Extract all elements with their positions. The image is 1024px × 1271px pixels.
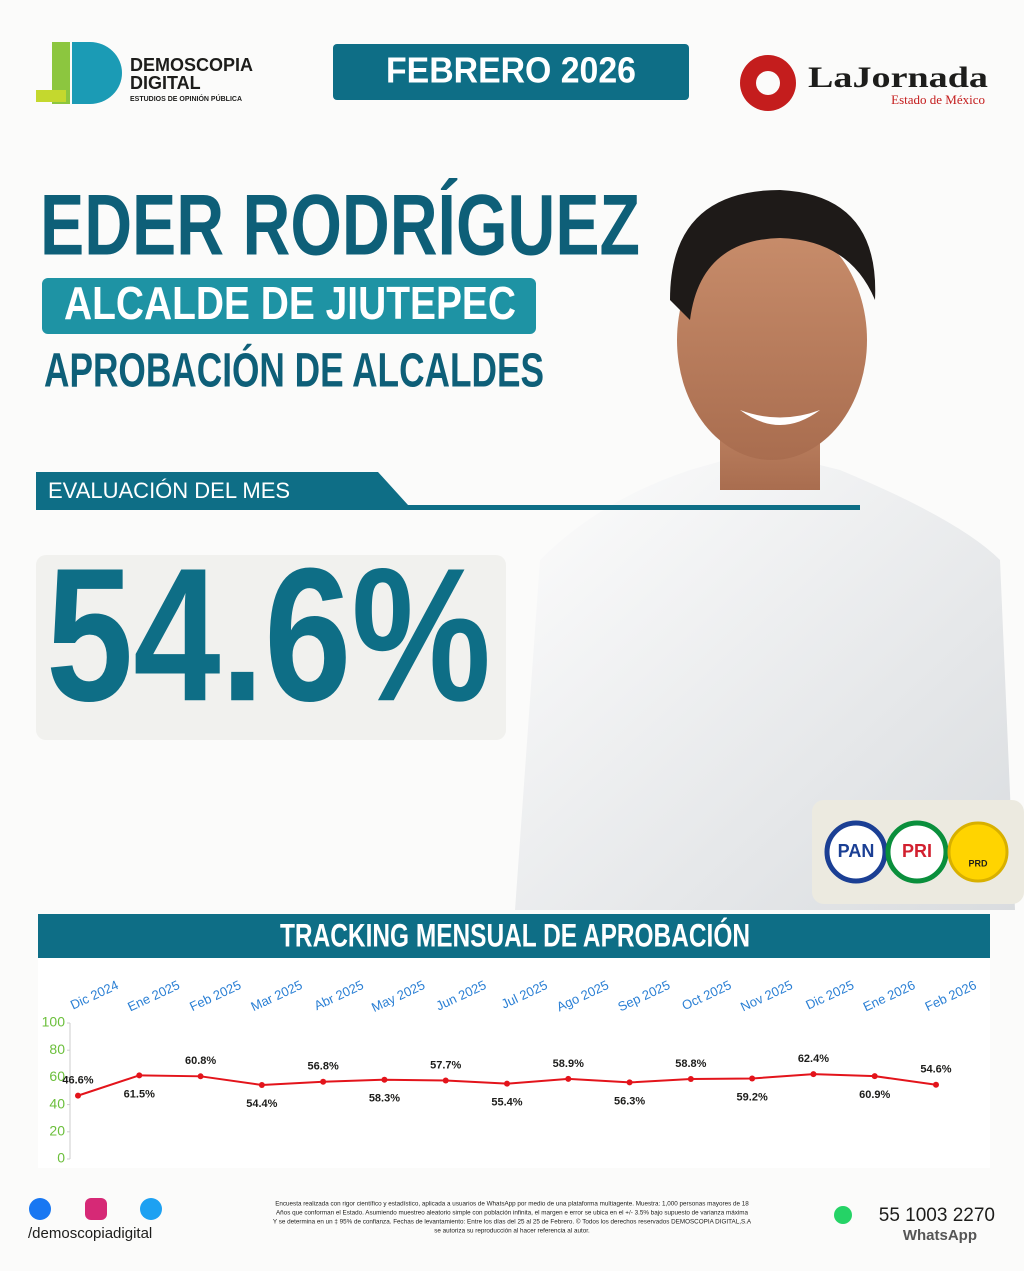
- disclaimer: Encuesta realizada con rigor científico …: [273, 1201, 752, 1235]
- y-tick-label: 60: [49, 1068, 65, 1084]
- point: [504, 1080, 510, 1087]
- y-tick-label: 100: [42, 1014, 66, 1030]
- disclaimer-line: Años que conforman el Estado. Asumiendo …: [276, 1210, 749, 1217]
- disclaimer-line: Y se determina en un ‡ 95% de confianza.…: [273, 1218, 752, 1226]
- point: [749, 1075, 756, 1082]
- subtitle: APROBACIÓN DE ALCALDES: [44, 343, 544, 398]
- point: [197, 1073, 204, 1080]
- point: [810, 1071, 817, 1078]
- disclaimer-line: se autoriza su reproducción al hacer ref…: [434, 1228, 590, 1235]
- phone: 55 1003 2270: [879, 1205, 995, 1226]
- facebook-icon[interactable]: [29, 1198, 51, 1220]
- newspaper-sub: Estado de México: [891, 92, 985, 107]
- point: [626, 1079, 633, 1086]
- newspaper-logo: [756, 71, 780, 95]
- point: [565, 1075, 572, 1082]
- party-logo: [947, 821, 1009, 883]
- data-label: 56.8%: [308, 1061, 339, 1073]
- brand: DEMOSCOPIA: [130, 55, 253, 75]
- role: ALCALDE DE JIUTEPEC: [64, 277, 516, 329]
- party: PRD: [968, 858, 988, 868]
- point: [933, 1081, 939, 1088]
- point: [871, 1073, 878, 1080]
- data-label: 61.5%: [124, 1088, 155, 1100]
- chart-area: [38, 958, 990, 1168]
- evaluation-box: [36, 555, 506, 740]
- party-logo: [824, 820, 888, 884]
- y-tick-label: 0: [57, 1150, 65, 1166]
- data-label: 46.6%: [62, 1075, 93, 1087]
- name: EDER RODRÍGUEZ: [40, 178, 640, 274]
- twitter-icon[interactable]: [140, 1198, 162, 1220]
- point: [381, 1076, 388, 1083]
- data-label: 55.4%: [491, 1097, 522, 1109]
- data-label: 60.8%: [185, 1055, 216, 1067]
- instagram-icon[interactable]: [85, 1198, 107, 1220]
- data-label: 60.9%: [859, 1089, 890, 1101]
- point: [75, 1092, 81, 1099]
- data-label: 57.7%: [430, 1059, 461, 1071]
- point: [687, 1076, 694, 1083]
- party: PRI: [902, 841, 932, 861]
- data-label: 58.8%: [675, 1058, 706, 1070]
- brand: DIGITAL: [130, 73, 201, 93]
- date-box: [333, 44, 689, 100]
- point: [442, 1077, 449, 1084]
- whatsapp: WhatsApp: [903, 1227, 977, 1244]
- y-tick-label: 20: [49, 1123, 65, 1139]
- date: FEBRERO 2026: [386, 50, 636, 91]
- role-box: [42, 278, 536, 334]
- brand-sub: ESTUDIOS DE OPINIÓN PÚBLICA: [130, 94, 242, 103]
- point: [136, 1072, 143, 1079]
- point: [258, 1082, 265, 1089]
- disclaimer-line: Encuesta realizada con rigor científico …: [275, 1201, 749, 1208]
- brand-logo: [36, 42, 122, 104]
- data-label: 59.2%: [737, 1091, 768, 1103]
- data-label: 54.4%: [246, 1098, 277, 1110]
- y-tick-label: 80: [49, 1041, 65, 1057]
- newspaper: LaJornada: [808, 61, 988, 94]
- social-handle: /demoscopiadigital: [28, 1225, 152, 1242]
- data-label: 54.6%: [920, 1064, 951, 1076]
- data-label: 62.4%: [798, 1053, 829, 1065]
- data-label: 56.3%: [614, 1095, 645, 1107]
- y-tick-label: 40: [49, 1095, 65, 1111]
- data-label: 58.9%: [553, 1058, 584, 1070]
- point: [320, 1078, 327, 1085]
- whatsapp-icon[interactable]: [834, 1206, 852, 1224]
- evaluation-label: EVALUACIÓN DEL MES: [48, 478, 290, 503]
- evaluation-value: 54.6%: [46, 529, 491, 741]
- data-label: 58.3%: [369, 1093, 400, 1105]
- evaluation-bar: [36, 472, 860, 510]
- party-logo: [885, 820, 949, 884]
- chart-title-bar: [38, 914, 990, 958]
- portrait: [515, 190, 1015, 910]
- chart-title: TRACKING MENSUAL DE APROBACIÓN: [280, 917, 750, 953]
- party: PAN: [838, 841, 875, 861]
